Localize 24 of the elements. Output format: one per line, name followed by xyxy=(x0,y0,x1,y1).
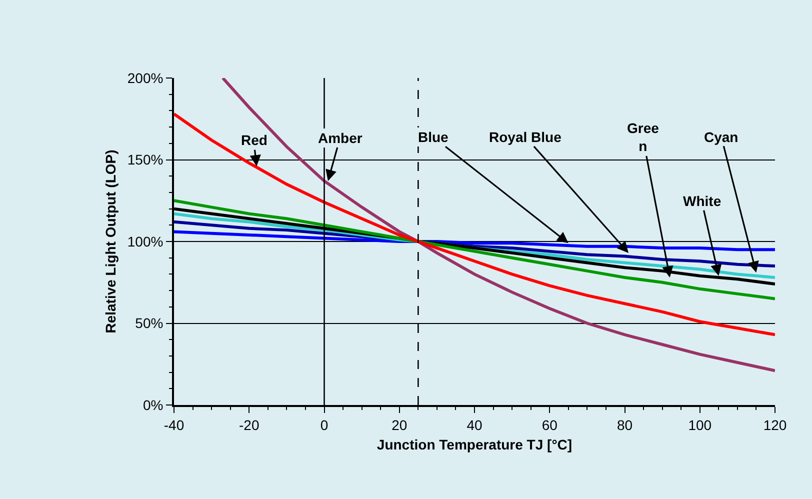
x-tick-label: 60 xyxy=(542,416,558,433)
line-series xyxy=(221,78,775,372)
x-tick-label: 40 xyxy=(466,416,482,433)
annotation: Blue xyxy=(418,129,449,145)
annotation: Gree n xyxy=(627,120,660,154)
y-tick-label: 150% xyxy=(127,152,164,168)
x-tick-label: 80 xyxy=(616,416,633,433)
x-tick-label: 0 xyxy=(320,416,328,433)
x-tick-label: 120 xyxy=(763,416,787,433)
y-axis-title: Relative Light Output (LOP) xyxy=(102,150,118,334)
annotation: Amber xyxy=(318,130,363,146)
annotation: Cyan xyxy=(704,129,738,145)
annotation: White xyxy=(683,193,722,209)
y-tick-label: 50% xyxy=(135,315,164,332)
y-tick-label: 0% xyxy=(142,396,164,413)
x-axis-title: Junction Temperature TJ [°C] xyxy=(376,436,572,453)
x-tick-label: 20 xyxy=(392,416,408,433)
annotation: Royal Blue xyxy=(489,129,562,145)
y-tick-label: 100% xyxy=(127,233,164,250)
x-tick-label: -40 xyxy=(164,416,184,433)
x-tick-label: 100 xyxy=(688,416,712,433)
x-tick-label: -20 xyxy=(239,416,260,433)
y-tick-label: 200% xyxy=(127,70,164,86)
annotation: Red xyxy=(241,132,268,148)
